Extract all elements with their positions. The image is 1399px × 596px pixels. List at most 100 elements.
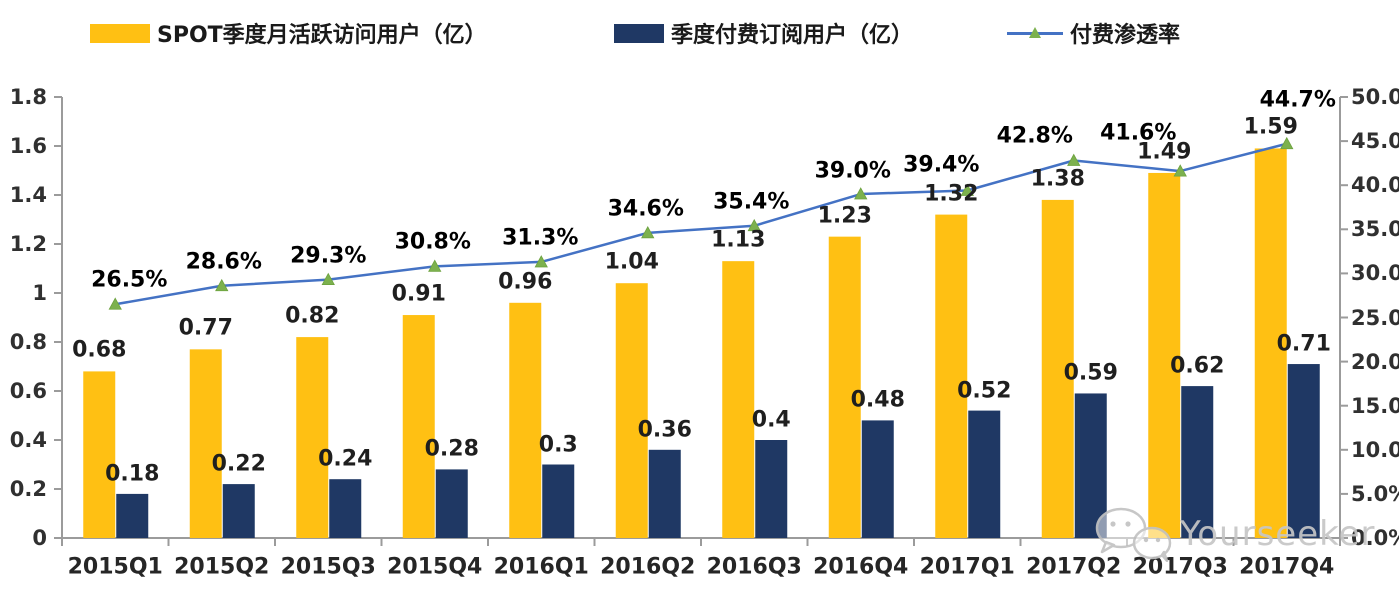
penetration-rate-label: 42.8% (996, 123, 1073, 148)
y-axis-label: 0.6 (9, 379, 47, 403)
y2-axis-label: 15.0% (1351, 393, 1399, 418)
mau-bar (722, 261, 755, 538)
subscribers-value-label: 0.36 (637, 417, 692, 443)
mau-value-label: 0.96 (498, 269, 553, 295)
mau-value-label: 0.68 (72, 337, 127, 363)
mau-bar (1148, 172, 1181, 538)
y-axis-label: 1 (32, 281, 47, 305)
y2-axis-label: 25.0% (1351, 305, 1399, 330)
subscribers-bar (648, 449, 681, 538)
mau-value-label: 1.13 (711, 227, 766, 253)
y2-axis-label: 35.0% (1351, 217, 1399, 242)
y2-axis-label: 30.0% (1351, 261, 1399, 286)
subscribers-bar (861, 420, 894, 538)
y2-axis-label: 5.0% (1351, 481, 1399, 506)
penetration-rate-label: 39.0% (814, 158, 891, 184)
y2-axis-label: 50.0% (1351, 85, 1399, 109)
mau-bar (1254, 148, 1287, 538)
x-axis-label: 2015Q1 (67, 554, 163, 580)
penetration-rate-label: 41.6% (1100, 120, 1177, 146)
penetration-rate-label: 28.6% (185, 249, 262, 275)
mau-bar (1041, 199, 1074, 538)
x-axis-label: 2016Q3 (706, 554, 802, 580)
subscribers-value-label: 0.24 (318, 446, 373, 472)
subscribers-value-label: 0.52 (957, 378, 1012, 404)
penetration-marker (1067, 153, 1081, 166)
penetration-marker (534, 255, 548, 268)
subscribers-value-label: 0.48 (850, 387, 905, 413)
x-axis-label: 2017Q1 (919, 554, 1015, 580)
penetration-marker (428, 259, 442, 272)
penetration-rate-label: 26.5% (91, 267, 168, 293)
triangle-marker-icon (1029, 26, 1041, 38)
subscribers-bar (755, 440, 788, 538)
penetration-legend-label: 付费渗透率 (1070, 23, 1181, 48)
mau-bar (828, 236, 861, 538)
penetration-rate-label: 29.3% (290, 243, 367, 269)
subscribers-value-label: 0.28 (424, 436, 479, 462)
mau-bar (296, 337, 329, 538)
mau-value-label: 1.59 (1243, 114, 1298, 140)
penetration-marker (1173, 164, 1187, 177)
subscribers-bar (1287, 364, 1320, 538)
mau-value-label: 1.23 (817, 203, 872, 229)
x-axis-label: 2017Q4 (1239, 554, 1335, 580)
mau-bar (615, 283, 648, 538)
mau-value-label: 0.77 (178, 315, 233, 341)
penetration-legend-sample (1007, 24, 1063, 43)
subscribers-legend-swatch (614, 23, 664, 43)
penetration-marker (641, 225, 655, 239)
mau-bar (509, 302, 542, 538)
mau-bar (935, 214, 968, 538)
legend-item-penetration: 付费渗透率 (1007, 17, 1180, 49)
penetration-marker (960, 183, 974, 196)
subscribers-bar (1181, 386, 1214, 538)
penetration-marker (854, 187, 868, 200)
subscribers-value-label: 0.71 (1276, 331, 1331, 357)
mau-value-label: 1.04 (604, 249, 659, 275)
y-axis-label: 1.2 (9, 232, 47, 256)
mau-value-label: 1.38 (1030, 166, 1085, 192)
x-axis-label: 2016Q4 (813, 554, 909, 580)
subscribers-bar (968, 410, 1001, 538)
mau-legend-label: SPOT季度月活跃访问用户（亿） (157, 23, 487, 48)
subscribers-bar (542, 464, 575, 538)
penetration-marker (215, 278, 229, 292)
legend-item-subscribers: 季度付费订阅用户（亿） (614, 17, 913, 49)
x-axis-label: 2015Q3 (280, 554, 376, 580)
mau-legend-swatch (90, 23, 150, 43)
y-axis-label: 1.6 (9, 134, 47, 158)
y2-axis-label: 40.0% (1351, 173, 1399, 198)
subscribers-value-label: 0.59 (1063, 360, 1118, 386)
y2-axis-label: 10.0% (1351, 437, 1399, 462)
mau-value-label: 0.82 (285, 303, 340, 329)
subscribers-value-label: 0.22 (211, 451, 266, 477)
mau-value-label: 0.91 (391, 281, 446, 307)
x-axis-label: 2016Q2 (600, 554, 696, 580)
y2-axis-label: 0.0% (1351, 526, 1399, 550)
x-axis-label: 2016Q1 (493, 554, 589, 580)
penetration-rate-label: 39.4% (903, 152, 980, 178)
legend-item-mau: SPOT季度月活跃访问用户（亿） (90, 17, 487, 49)
penetration-line (115, 142, 1288, 306)
y-axis-label: 0.2 (9, 477, 47, 501)
penetration-rate-label: 44.7% (1259, 87, 1336, 113)
y-axis-label: 1.4 (9, 183, 47, 207)
penetration-rate-label: 35.4% (713, 189, 790, 215)
subscribers-value-label: 0.3 (538, 432, 578, 457)
subscribers-bar (222, 484, 255, 538)
subscribers-value-label: 0.18 (105, 461, 160, 487)
y-axis-label: 1.8 (9, 85, 47, 109)
subscribers-bar (116, 493, 149, 538)
y2-axis-label: 45.0% (1351, 129, 1399, 154)
penetration-rate-label: 31.3% (502, 225, 579, 251)
subscribers-bar (329, 479, 362, 538)
x-axis-label: 2015Q2 (174, 554, 270, 580)
penetration-marker (108, 297, 122, 310)
y-axis-label: 0 (32, 526, 47, 550)
mau-bar (189, 349, 222, 538)
mau-bar (402, 315, 435, 538)
mau-value-label: 1.32 (924, 181, 979, 207)
